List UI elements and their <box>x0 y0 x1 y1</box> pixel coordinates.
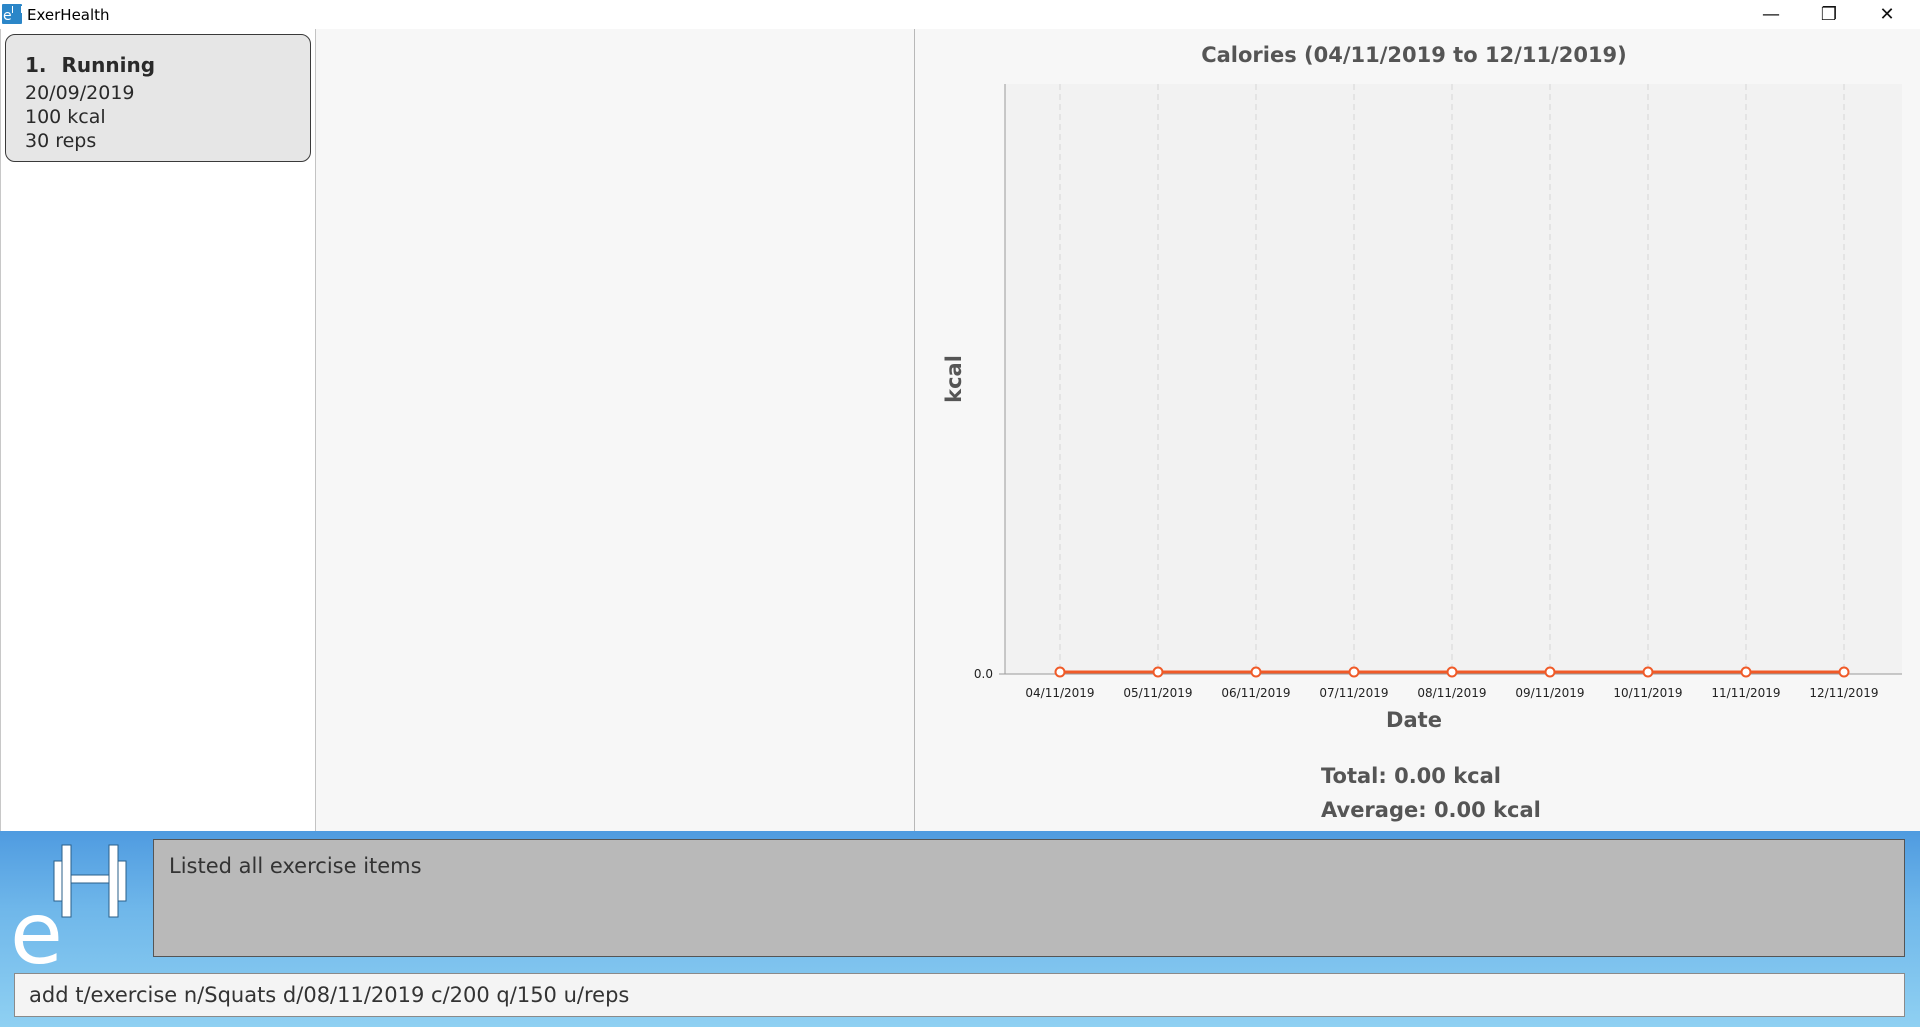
total-calories: Total: 0.00 kcal <box>1321 764 1501 788</box>
grid-lines <box>1059 84 1845 674</box>
x-tick-label: 09/11/2019 <box>1515 686 1584 700</box>
exercise-card-title: 1. Running <box>25 53 310 77</box>
data-point <box>1152 666 1164 678</box>
result-display: Listed all exercise items <box>153 839 1905 957</box>
y-ticks: 0.0 <box>974 667 1005 681</box>
exercise-index: 1. <box>25 53 47 77</box>
data-point <box>1348 666 1360 678</box>
command-input[interactable] <box>14 973 1905 1017</box>
title-bar: e ExerHealth — ❐ ✕ <box>0 0 1920 29</box>
logo-letter: e <box>10 884 63 967</box>
x-tick-label: 06/11/2019 <box>1221 686 1290 700</box>
maximize-button[interactable]: ❐ <box>1800 0 1858 29</box>
x-tick-label: 07/11/2019 <box>1319 686 1388 700</box>
calories-chart: Calories (04/11/2019 to 12/11/2019) 0.0 … <box>942 43 1902 732</box>
window-title: ExerHealth <box>27 6 110 24</box>
data-point <box>1446 666 1458 678</box>
average-calories: Average: 0.00 kcal <box>1321 798 1541 822</box>
data-point <box>1740 666 1752 678</box>
empty-middle-panel <box>316 29 915 831</box>
exercise-calories: 100 kcal <box>25 106 106 128</box>
main-area: 1. Running 20/09/2019 100 kcal 30 reps C… <box>0 29 1920 831</box>
series-layer <box>1054 666 1850 678</box>
minimize-icon: — <box>1762 4 1780 25</box>
exerhealth-logo-icon: e <box>10 835 140 984</box>
chart-panel: Calories (04/11/2019 to 12/11/2019) 0.0 … <box>915 29 1920 831</box>
exercise-quantity: 30 reps <box>25 130 97 152</box>
x-tick-label: 10/11/2019 <box>1613 686 1682 700</box>
x-axis-label: Date <box>1386 708 1442 732</box>
chart-title: Calories (04/11/2019 to 12/11/2019) <box>1201 43 1627 67</box>
x-tick-label: 05/11/2019 <box>1123 686 1192 700</box>
close-button[interactable]: ✕ <box>1858 0 1916 29</box>
exercise-list-panel[interactable]: 1. Running 20/09/2019 100 kcal 30 reps <box>1 29 316 831</box>
data-point <box>1250 666 1262 678</box>
exercise-name: Running <box>61 53 156 77</box>
exercise-date: 20/09/2019 <box>25 82 135 104</box>
y-tick-label: 0.0 <box>974 667 993 681</box>
minimize-button[interactable]: — <box>1742 0 1800 29</box>
x-tick-label: 11/11/2019 <box>1711 686 1780 700</box>
exercise-card[interactable]: 1. Running 20/09/2019 100 kcal 30 reps <box>5 34 311 162</box>
restore-icon: ❐ <box>1820 4 1838 25</box>
close-icon: ✕ <box>1879 4 1895 25</box>
app-icon: e <box>2 4 22 24</box>
data-point <box>1838 666 1850 678</box>
command-area: e Listed all exercise items <box>0 831 1920 1027</box>
plot-background <box>1005 84 1902 674</box>
x-tick-label: 08/11/2019 <box>1417 686 1486 700</box>
data-point <box>1054 666 1066 678</box>
x-tick-label: 12/11/2019 <box>1809 686 1878 700</box>
y-axis-label: kcal <box>942 355 966 403</box>
data-point <box>1642 666 1654 678</box>
x-ticks: 04/11/2019 05/11/2019 06/11/2019 07/11/2019… <box>1025 686 1878 700</box>
x-tick-label: 04/11/2019 <box>1025 686 1094 700</box>
data-point <box>1544 666 1556 678</box>
